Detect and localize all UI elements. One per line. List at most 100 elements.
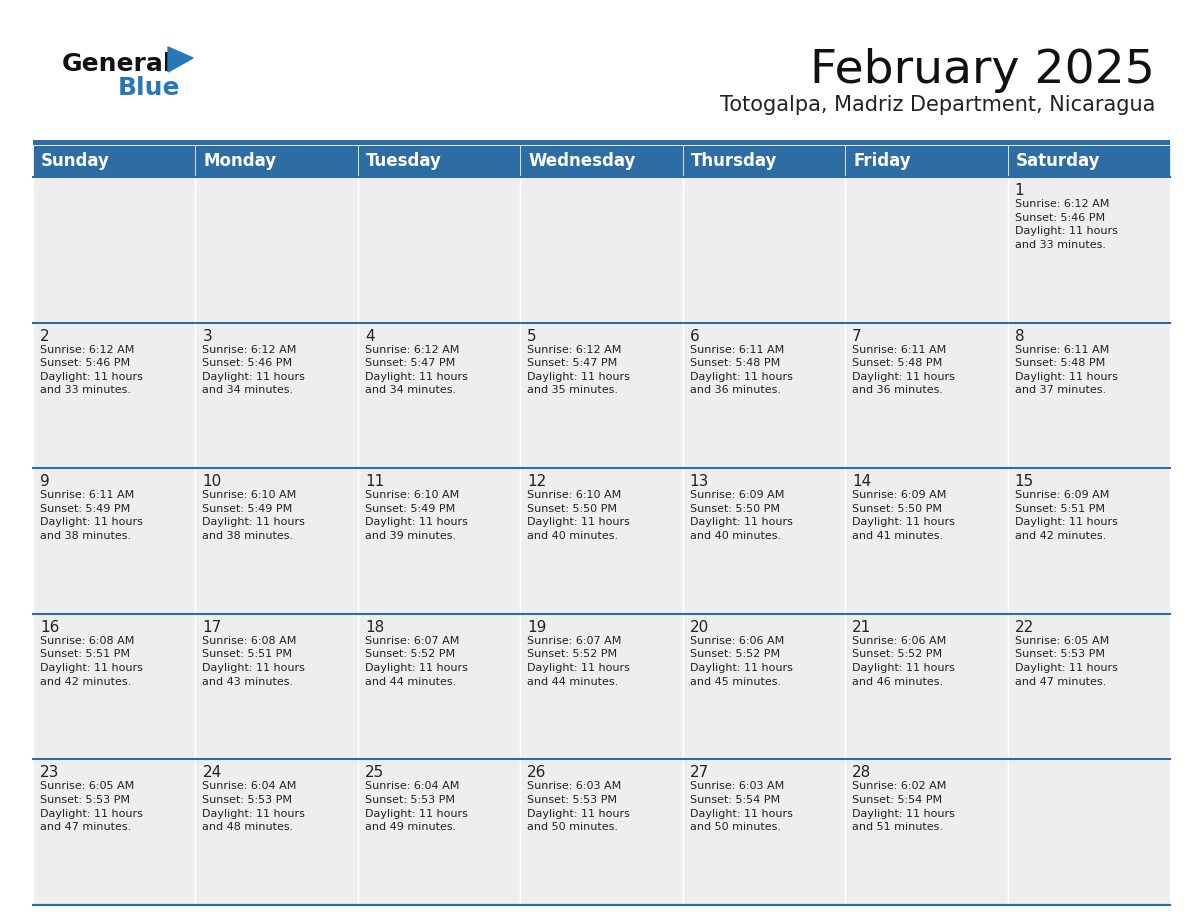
Bar	[33, 614, 196, 759]
Text: 8: 8	[1015, 329, 1024, 343]
Text: Sunrise: 6:11 AM
Sunset: 5:48 PM
Daylight: 11 hours
and 36 minutes.: Sunrise: 6:11 AM Sunset: 5:48 PM Dayligh…	[852, 344, 955, 396]
Bar	[683, 468, 845, 614]
Text: Sunrise: 6:09 AM
Sunset: 5:50 PM
Daylight: 11 hours
and 41 minutes.: Sunrise: 6:09 AM Sunset: 5:50 PM Dayligh…	[852, 490, 955, 541]
Bar	[196, 468, 358, 614]
Text: Saturday: Saturday	[1016, 152, 1100, 170]
Bar	[33, 322, 196, 468]
Text: Sunrise: 6:11 AM
Sunset: 5:49 PM
Daylight: 11 hours
and 38 minutes.: Sunrise: 6:11 AM Sunset: 5:49 PM Dayligh…	[40, 490, 143, 541]
Bar	[845, 759, 1007, 905]
Bar	[683, 177, 845, 322]
Text: 12: 12	[527, 475, 546, 489]
Bar	[520, 468, 683, 614]
Text: 17: 17	[202, 620, 222, 635]
Bar	[1007, 177, 1170, 322]
Text: Sunrise: 6:04 AM
Sunset: 5:53 PM
Daylight: 11 hours
and 49 minutes.: Sunrise: 6:04 AM Sunset: 5:53 PM Dayligh…	[365, 781, 468, 833]
Text: Sunrise: 6:12 AM
Sunset: 5:46 PM
Daylight: 11 hours
and 34 minutes.: Sunrise: 6:12 AM Sunset: 5:46 PM Dayligh…	[202, 344, 305, 396]
Text: Sunday: Sunday	[42, 152, 109, 170]
Text: 4: 4	[365, 329, 374, 343]
Bar	[196, 322, 358, 468]
Bar	[1007, 322, 1170, 468]
Text: 11: 11	[365, 475, 384, 489]
Bar	[520, 145, 683, 177]
Text: 7: 7	[852, 329, 861, 343]
Bar	[358, 759, 520, 905]
Text: Sunrise: 6:11 AM
Sunset: 5:48 PM
Daylight: 11 hours
and 36 minutes.: Sunrise: 6:11 AM Sunset: 5:48 PM Dayligh…	[690, 344, 792, 396]
Text: Friday: Friday	[853, 152, 911, 170]
Text: Sunrise: 6:10 AM
Sunset: 5:49 PM
Daylight: 11 hours
and 39 minutes.: Sunrise: 6:10 AM Sunset: 5:49 PM Dayligh…	[365, 490, 468, 541]
Bar	[358, 322, 520, 468]
Text: Sunrise: 6:09 AM
Sunset: 5:50 PM
Daylight: 11 hours
and 40 minutes.: Sunrise: 6:09 AM Sunset: 5:50 PM Dayligh…	[690, 490, 792, 541]
Bar	[683, 322, 845, 468]
Text: 13: 13	[690, 475, 709, 489]
Text: 1: 1	[1015, 183, 1024, 198]
Text: Sunrise: 6:10 AM
Sunset: 5:49 PM
Daylight: 11 hours
and 38 minutes.: Sunrise: 6:10 AM Sunset: 5:49 PM Dayligh…	[202, 490, 305, 541]
Bar	[33, 177, 196, 322]
Text: Sunrise: 6:04 AM
Sunset: 5:53 PM
Daylight: 11 hours
and 48 minutes.: Sunrise: 6:04 AM Sunset: 5:53 PM Dayligh…	[202, 781, 305, 833]
Text: Sunrise: 6:09 AM
Sunset: 5:51 PM
Daylight: 11 hours
and 42 minutes.: Sunrise: 6:09 AM Sunset: 5:51 PM Dayligh…	[1015, 490, 1118, 541]
Text: February 2025: February 2025	[810, 48, 1155, 93]
Text: Sunrise: 6:05 AM
Sunset: 5:53 PM
Daylight: 11 hours
and 47 minutes.: Sunrise: 6:05 AM Sunset: 5:53 PM Dayligh…	[40, 781, 143, 833]
Bar	[1007, 614, 1170, 759]
Text: 10: 10	[202, 475, 222, 489]
Text: Sunrise: 6:08 AM
Sunset: 5:51 PM
Daylight: 11 hours
and 43 minutes.: Sunrise: 6:08 AM Sunset: 5:51 PM Dayligh…	[202, 636, 305, 687]
Bar	[520, 177, 683, 322]
Text: Thursday: Thursday	[690, 152, 777, 170]
Text: Wednesday: Wednesday	[529, 152, 636, 170]
Bar	[845, 322, 1007, 468]
Bar	[683, 759, 845, 905]
Bar	[845, 614, 1007, 759]
Bar	[1007, 759, 1170, 905]
Text: Sunrise: 6:06 AM
Sunset: 5:52 PM
Daylight: 11 hours
and 45 minutes.: Sunrise: 6:06 AM Sunset: 5:52 PM Dayligh…	[690, 636, 792, 687]
Bar	[33, 140, 1170, 145]
Bar	[683, 145, 845, 177]
Bar	[358, 468, 520, 614]
Text: Sunrise: 6:03 AM
Sunset: 5:53 PM
Daylight: 11 hours
and 50 minutes.: Sunrise: 6:03 AM Sunset: 5:53 PM Dayligh…	[527, 781, 630, 833]
Bar	[33, 145, 196, 177]
Text: Sunrise: 6:02 AM
Sunset: 5:54 PM
Daylight: 11 hours
and 51 minutes.: Sunrise: 6:02 AM Sunset: 5:54 PM Dayligh…	[852, 781, 955, 833]
Text: Sunrise: 6:07 AM
Sunset: 5:52 PM
Daylight: 11 hours
and 44 minutes.: Sunrise: 6:07 AM Sunset: 5:52 PM Dayligh…	[365, 636, 468, 687]
Bar	[358, 614, 520, 759]
Bar	[845, 468, 1007, 614]
Text: Sunrise: 6:10 AM
Sunset: 5:50 PM
Daylight: 11 hours
and 40 minutes.: Sunrise: 6:10 AM Sunset: 5:50 PM Dayligh…	[527, 490, 630, 541]
Text: Monday: Monday	[203, 152, 277, 170]
Bar	[520, 322, 683, 468]
Bar	[196, 614, 358, 759]
Text: Totogalpa, Madriz Department, Nicaragua: Totogalpa, Madriz Department, Nicaragua	[720, 95, 1155, 115]
Bar	[358, 177, 520, 322]
Text: 3: 3	[202, 329, 213, 343]
Bar	[358, 145, 520, 177]
Text: 19: 19	[527, 620, 546, 635]
Polygon shape	[168, 47, 192, 72]
Text: 26: 26	[527, 766, 546, 780]
Bar	[520, 759, 683, 905]
Text: Sunrise: 6:07 AM
Sunset: 5:52 PM
Daylight: 11 hours
and 44 minutes.: Sunrise: 6:07 AM Sunset: 5:52 PM Dayligh…	[527, 636, 630, 687]
Text: 15: 15	[1015, 475, 1034, 489]
Text: 20: 20	[690, 620, 709, 635]
Bar	[196, 145, 358, 177]
Bar	[33, 468, 196, 614]
Text: Tuesday: Tuesday	[366, 152, 442, 170]
Text: 14: 14	[852, 475, 871, 489]
Text: General: General	[62, 52, 172, 76]
Text: Sunrise: 6:12 AM
Sunset: 5:46 PM
Daylight: 11 hours
and 33 minutes.: Sunrise: 6:12 AM Sunset: 5:46 PM Dayligh…	[1015, 199, 1118, 250]
Bar	[520, 614, 683, 759]
Text: Sunrise: 6:12 AM
Sunset: 5:47 PM
Daylight: 11 hours
and 35 minutes.: Sunrise: 6:12 AM Sunset: 5:47 PM Dayligh…	[527, 344, 630, 396]
Text: 9: 9	[40, 475, 50, 489]
Text: 24: 24	[202, 766, 222, 780]
Bar	[196, 759, 358, 905]
Text: Sunrise: 6:08 AM
Sunset: 5:51 PM
Daylight: 11 hours
and 42 minutes.: Sunrise: 6:08 AM Sunset: 5:51 PM Dayligh…	[40, 636, 143, 687]
Text: 6: 6	[690, 329, 700, 343]
Bar	[845, 145, 1007, 177]
Bar	[1007, 468, 1170, 614]
Text: 27: 27	[690, 766, 709, 780]
Text: Sunrise: 6:12 AM
Sunset: 5:46 PM
Daylight: 11 hours
and 33 minutes.: Sunrise: 6:12 AM Sunset: 5:46 PM Dayligh…	[40, 344, 143, 396]
Text: Sunrise: 6:03 AM
Sunset: 5:54 PM
Daylight: 11 hours
and 50 minutes.: Sunrise: 6:03 AM Sunset: 5:54 PM Dayligh…	[690, 781, 792, 833]
Text: Sunrise: 6:12 AM
Sunset: 5:47 PM
Daylight: 11 hours
and 34 minutes.: Sunrise: 6:12 AM Sunset: 5:47 PM Dayligh…	[365, 344, 468, 396]
Bar	[1007, 145, 1170, 177]
Text: Blue: Blue	[118, 76, 181, 100]
Text: Sunrise: 6:06 AM
Sunset: 5:52 PM
Daylight: 11 hours
and 46 minutes.: Sunrise: 6:06 AM Sunset: 5:52 PM Dayligh…	[852, 636, 955, 687]
Text: 28: 28	[852, 766, 871, 780]
Bar	[845, 177, 1007, 322]
Text: 18: 18	[365, 620, 384, 635]
Text: 23: 23	[40, 766, 59, 780]
